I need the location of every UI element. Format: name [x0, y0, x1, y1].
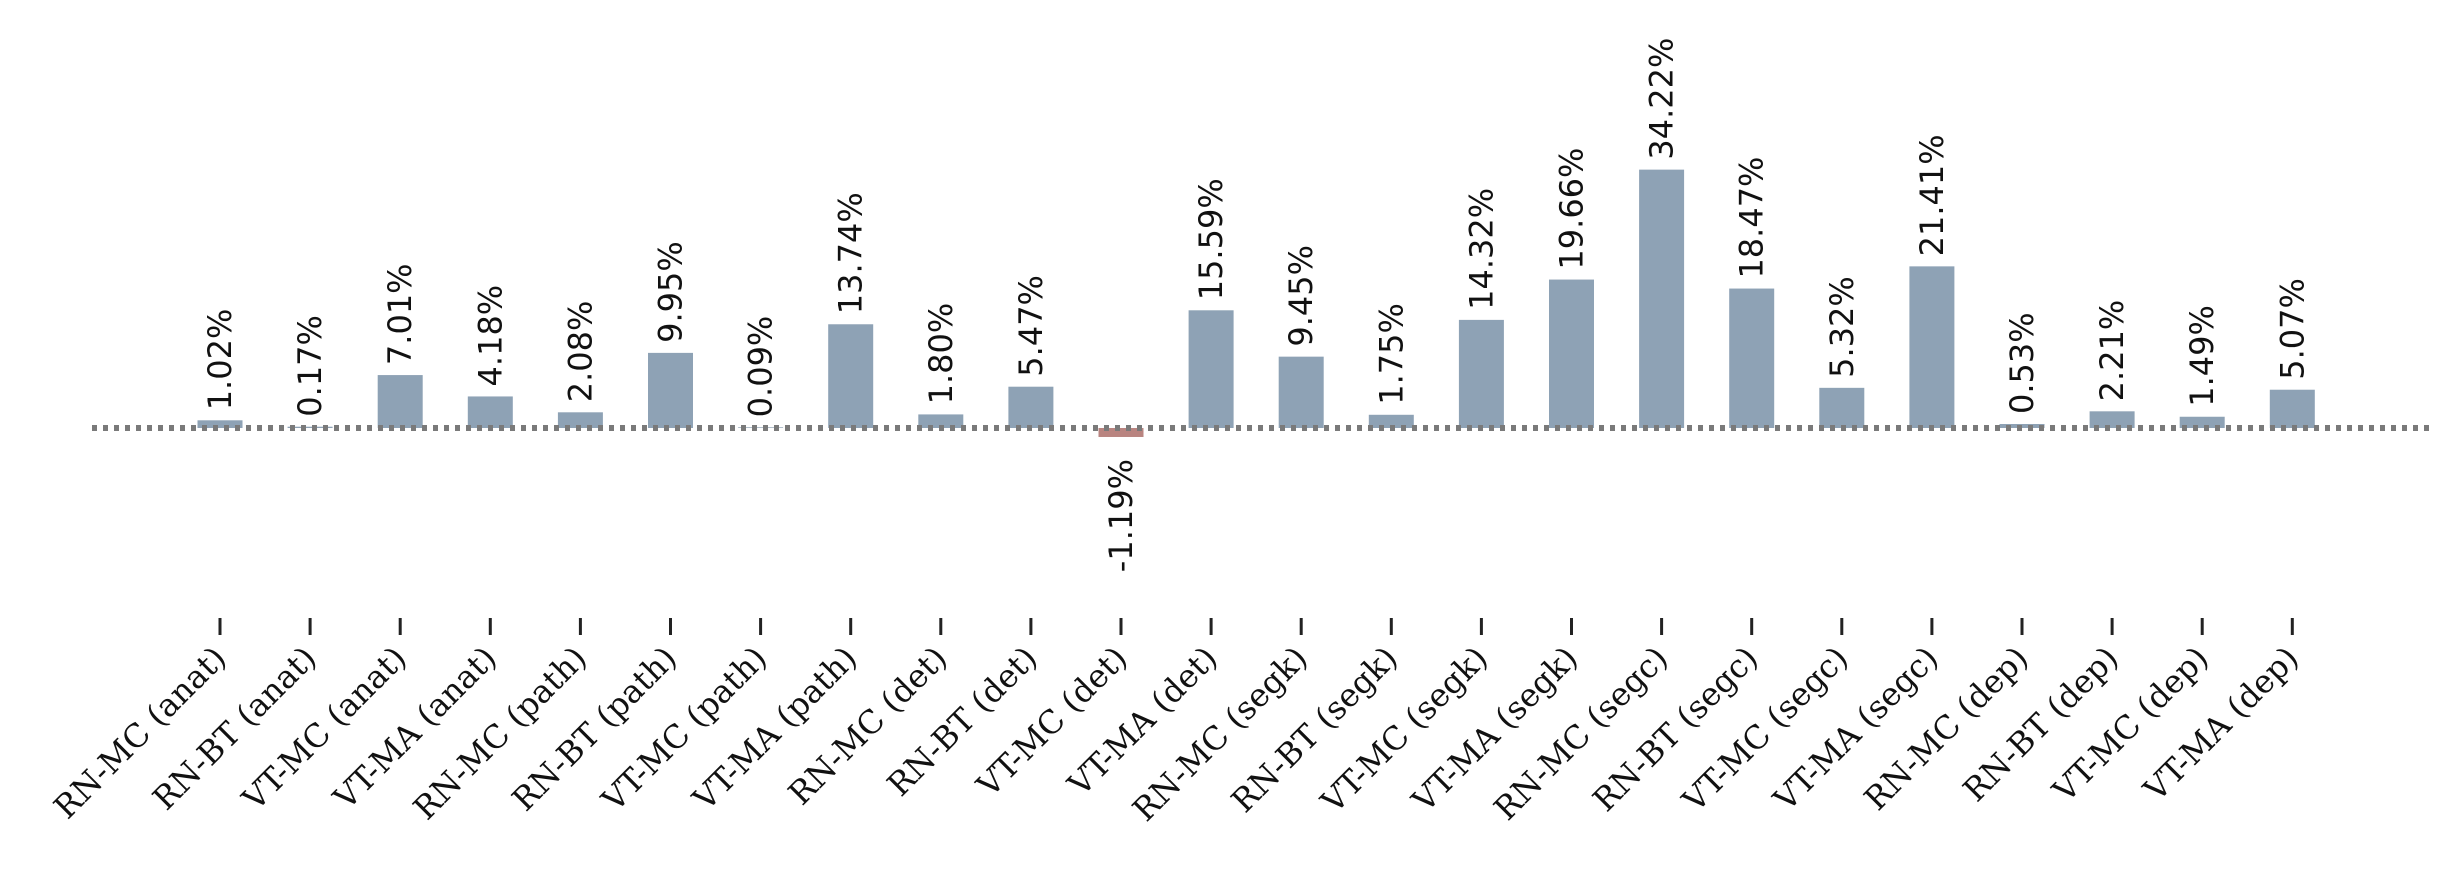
value-label: 19.66% — [1553, 148, 1591, 270]
x-tick-label: VT-MA (dep) — [2136, 639, 2306, 809]
bar — [1368, 414, 1414, 428]
value-label: 1.49% — [2183, 305, 2221, 407]
bar — [2179, 416, 2225, 428]
bar — [1729, 288, 1775, 428]
value-label: 9.95% — [652, 241, 690, 343]
value-label: 4.18% — [471, 285, 509, 387]
value-label: 2.08% — [561, 301, 599, 403]
x-tick-label: RN-BT (dep) — [1955, 639, 2125, 809]
bar — [1819, 387, 1865, 428]
x-tick-label: RN-MC (det) — [781, 639, 955, 813]
value-label: 1.02% — [201, 309, 239, 411]
value-label: 1.80% — [922, 303, 960, 405]
bar — [467, 396, 513, 428]
value-label: 34.22% — [1643, 38, 1681, 160]
bar — [648, 352, 693, 428]
value-label: 0.09% — [742, 316, 780, 418]
value-label: 5.32% — [1823, 276, 1861, 378]
x-tick-label: VT-MC (dep) — [2044, 639, 2215, 810]
bar — [2269, 389, 2315, 428]
value-label: 15.59% — [1192, 178, 1230, 300]
x-axis-ticks — [218, 618, 2294, 635]
bar — [1909, 266, 1955, 428]
value-label: 5.07% — [2273, 278, 2311, 380]
bar — [377, 375, 423, 428]
bar — [828, 324, 874, 428]
value-labels: 1.02% 0.17% 7.01% 4.18% 2.08% 9.95% 0.09% 13.74… — [201, 38, 2311, 573]
value-label: -1.19% — [1102, 459, 1140, 572]
value-label: 2.21% — [2093, 300, 2131, 402]
bar — [287, 426, 333, 428]
bar — [1549, 279, 1594, 428]
value-label: 14.32% — [1462, 188, 1500, 310]
bar — [918, 414, 964, 428]
bar — [1278, 356, 1324, 428]
bar — [1188, 310, 1234, 428]
bars — [197, 169, 2315, 437]
bar — [1008, 386, 1054, 428]
value-label: 7.01% — [381, 263, 419, 365]
value-label: 0.53% — [2003, 312, 2041, 414]
value-label: 18.47% — [1733, 157, 1771, 279]
bar — [2089, 411, 2135, 428]
bar — [1458, 319, 1504, 428]
x-axis-tick-labels: RN-MC (anat)RN-BT (anat)VT-MC (anat)VT-M… — [46, 639, 2306, 829]
bar — [1639, 169, 1685, 428]
value-label: 9.45% — [1282, 245, 1320, 347]
value-label: 21.41% — [1913, 134, 1951, 256]
bar — [738, 427, 784, 428]
value-label: 5.47% — [1012, 275, 1050, 377]
value-label: 0.17% — [291, 315, 329, 417]
bar — [1098, 428, 1144, 437]
bar — [197, 420, 243, 428]
value-label: 1.75% — [1372, 303, 1410, 405]
bar — [557, 412, 603, 428]
value-label: 13.74% — [832, 192, 870, 314]
